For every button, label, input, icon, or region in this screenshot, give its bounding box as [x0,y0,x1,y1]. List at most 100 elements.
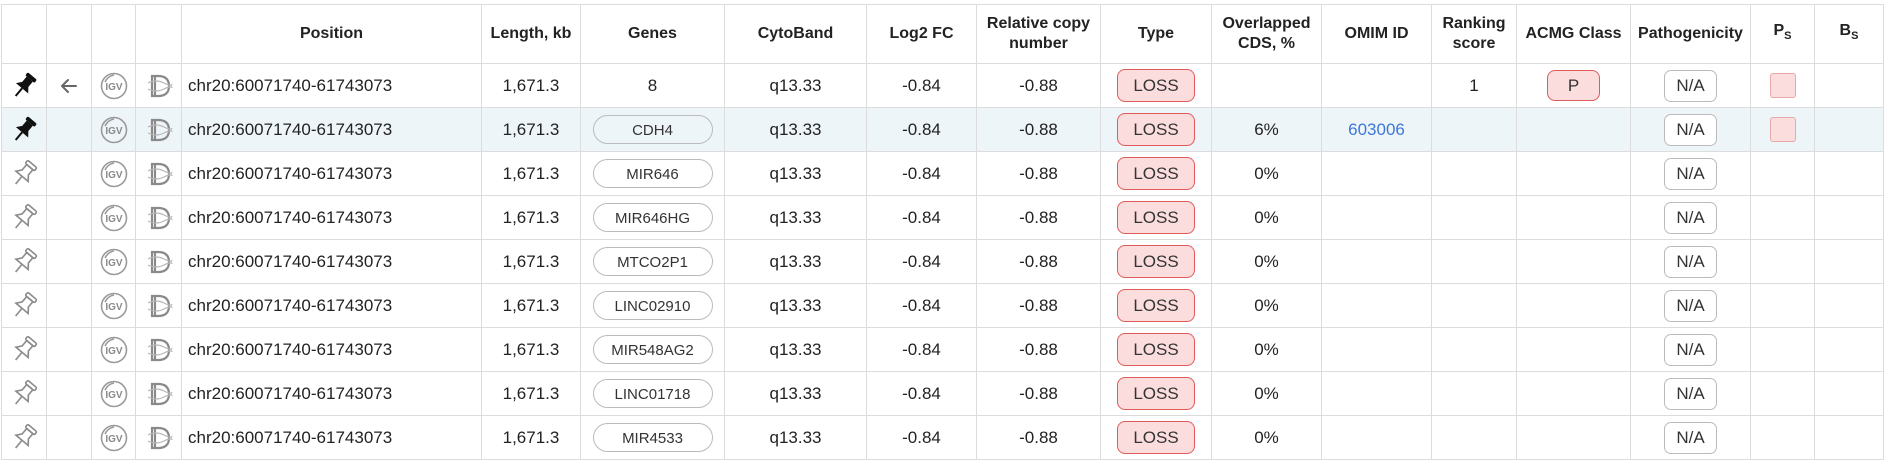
table-row[interactable]: IGV chr20:60071740-61743073 1,671.3 MTCO2P1… [1,239,1884,284]
ps-checkbox[interactable] [1769,117,1796,142]
table-row[interactable]: IGV chr20:60071740-61743073 1,671.3 LINC029… [1,283,1884,328]
header-ranking-score[interactable]: Ranking score [1431,4,1517,64]
header-type[interactable]: Type [1100,4,1212,64]
table-row[interactable]: IGV chr20:60071740-61743073 1,671.3 MIR4533… [1,415,1884,460]
decipher-icon[interactable] [137,379,181,409]
pin-outline-icon[interactable] [3,335,46,365]
header-cytoband[interactable]: CytoBand [724,4,867,64]
gene-chip[interactable]: CDH4 [592,115,713,144]
acmg-badge[interactable]: P [1547,70,1600,101]
decipher-icon[interactable] [137,247,181,277]
igv-cell: IGV [91,63,136,108]
ranking-score-cell [1431,415,1517,460]
igv-icon[interactable]: IGV [93,247,135,277]
igv-icon[interactable]: IGV [93,159,135,189]
cytoband-cell: q13.33 [724,283,867,328]
igv-cell: IGV [91,327,136,372]
pin-outline-icon[interactable] [3,423,46,453]
gene-chip[interactable]: MIR646 [592,159,713,188]
header-acmg-class[interactable]: ACMG Class [1516,4,1631,64]
igv-icon[interactable]: IGV [93,203,135,233]
header-ps[interactable]: PS [1750,4,1815,64]
pathogenicity-badge[interactable]: N/A [1664,201,1717,234]
table-row[interactable]: IGV chr20:60071740-61743073 1,671.3 MIR646 q… [1,151,1884,196]
pin-outline-icon[interactable] [3,203,46,233]
header-overlapped-cds[interactable]: Overlapped CDS, % [1211,4,1322,64]
ps-cell [1750,239,1815,284]
table-row[interactable]: IGV chr20:60071740-61743073 1,671.3 CDH4 q13… [1,107,1884,152]
header-log2fc[interactable]: Log2 FC [866,4,977,64]
table-row[interactable]: IGV chr20:60071740-61743073 1,671.3 LINC017… [1,371,1884,416]
decipher-icon[interactable] [137,335,181,365]
pathogenicity-badge[interactable]: N/A [1664,113,1717,146]
pathogenicity-badge[interactable]: N/A [1664,157,1717,190]
relative-copy-number-cell: -0.88 [976,327,1101,372]
decipher-icon[interactable] [137,159,181,189]
pathogenicity-badge[interactable]: N/A [1664,245,1717,278]
cytoband-cell: q13.33 [724,63,867,108]
pathogenicity-badge[interactable]: N/A [1664,69,1717,102]
pin-outline-icon[interactable] [3,247,46,277]
pin-outline-icon[interactable] [3,159,46,189]
acmg-class-cell [1516,195,1631,240]
header-genes[interactable]: Genes [580,4,725,64]
igv-icon[interactable]: IGV [93,379,135,409]
header-relative-copy-number[interactable]: Relative copy number [976,4,1101,64]
gene-chip[interactable]: MIR646HG [592,203,713,232]
gene-count[interactable]: 8 [647,75,658,95]
decipher-icon[interactable] [137,115,181,145]
table-row[interactable]: IGV chr20:60071740-61743073 1,671.3 MIR548A… [1,327,1884,372]
header-rcn-line2: number [1009,35,1068,52]
decipher-icon[interactable] [137,203,181,233]
igv-icon[interactable]: IGV [93,335,135,365]
header-bs[interactable]: BS [1814,4,1884,64]
pathogenicity-badge[interactable]: N/A [1664,377,1717,410]
pathogenicity-badge[interactable]: N/A [1664,333,1717,366]
ps-cell [1750,283,1815,328]
header-omim[interactable]: OMIM ID [1321,4,1432,64]
log2fc-cell: -0.84 [866,107,977,152]
omim-cell [1321,283,1432,328]
length-cell: 1,671.3 [481,327,581,372]
pathogenicity-badge[interactable]: N/A [1664,421,1717,454]
acmg-class-cell [1516,107,1631,152]
gene-chip[interactable]: MTCO2P1 [592,247,713,276]
header-pathogenicity[interactable]: Pathogenicity [1630,4,1751,64]
header-bs-main: B [1839,22,1852,40]
pin-filled-icon[interactable] [3,71,46,101]
pin-cell [1,195,47,240]
cytoband-cell: q13.33 [724,371,867,416]
omim-cell [1321,151,1432,196]
decipher-icon[interactable] [137,71,181,101]
position-cell: chr20:60071740-61743073 [181,327,482,372]
decipher-icon[interactable] [137,291,181,321]
arrow-left-icon[interactable] [48,76,91,96]
table-row[interactable]: IGV chr20:60071740-61743073 1,671.3 MIR646H… [1,195,1884,240]
pathogenicity-badge[interactable]: N/A [1664,289,1717,322]
gene-chip[interactable]: LINC02910 [592,291,713,320]
header-position[interactable]: Position [181,4,482,64]
relative-copy-number-cell: -0.88 [976,151,1101,196]
gene-chip[interactable]: LINC01718 [592,379,713,408]
igv-icon[interactable]: IGV [93,115,135,145]
relative-copy-number-cell: -0.88 [976,63,1101,108]
decipher-icon[interactable] [137,423,181,453]
igv-icon[interactable]: IGV [93,71,135,101]
header-length[interactable]: Length, kb [481,4,581,64]
type-badge: LOSS [1117,333,1195,366]
header-rank-line1: Ranking [1442,15,1506,32]
igv-icon[interactable]: IGV [93,423,135,453]
header-row: Position Length, kb Genes CytoBand Log2 … [1,4,1884,64]
gene-chip[interactable]: MIR4533 [592,423,713,452]
pin-outline-icon[interactable] [3,379,46,409]
table-row[interactable]: IGV chr20:60071740-61743073 1,671.3 8 q13.33… [1,63,1884,108]
pin-filled-icon[interactable] [3,115,46,145]
gene-chip[interactable]: MIR548AG2 [592,335,713,364]
pin-outline-icon[interactable] [3,291,46,321]
omim-link[interactable]: 603006 [1348,119,1405,139]
ps-checkbox[interactable] [1769,73,1796,98]
genes-cell: 8 [580,63,725,108]
igv-icon[interactable]: IGV [93,291,135,321]
pathogenicity-cell: N/A [1630,371,1751,416]
length-cell: 1,671.3 [481,239,581,284]
